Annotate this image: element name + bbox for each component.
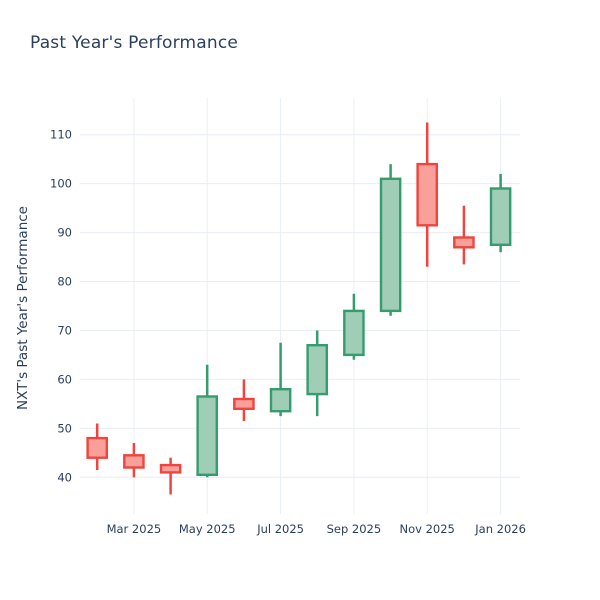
y-tick-label: 70	[57, 324, 72, 338]
candle-down	[159, 457, 182, 495]
candle-up	[196, 364, 219, 478]
y-tick-label: 110	[50, 128, 72, 142]
candle-body	[269, 388, 292, 413]
y-tick-label: 100	[50, 177, 72, 191]
candle-down	[123, 443, 145, 478]
candle-up	[489, 173, 512, 253]
x-tick-label: Sep 2025	[327, 522, 382, 536]
x-tick-label: May 2025	[179, 522, 236, 536]
chart-title: Past Year's Performance	[30, 33, 239, 53]
candle-up	[379, 164, 402, 316]
y-tick-label: 90	[57, 226, 72, 240]
candle-body	[196, 395, 219, 477]
y-tick-label: 80	[57, 275, 72, 289]
candle-body	[379, 177, 402, 313]
y-tick-label: 60	[57, 372, 72, 386]
candle-down	[86, 423, 108, 470]
candle-up	[343, 293, 365, 360]
candle-down	[416, 122, 439, 267]
candle-up	[269, 342, 292, 417]
x-tick-label: Nov 2025	[400, 522, 455, 536]
y-tick-label: 50	[57, 421, 72, 435]
candle-body	[489, 187, 512, 246]
x-tick-label: Jan 2026	[474, 522, 526, 536]
y-tick-label: 40	[57, 470, 72, 484]
candle-body	[123, 454, 145, 469]
candle-body	[233, 397, 255, 411]
candle-body	[86, 436, 108, 459]
candle-body	[159, 463, 182, 474]
candle-body	[343, 309, 365, 357]
candle-body	[453, 236, 475, 249]
candle-body	[306, 344, 329, 396]
candle-up	[306, 330, 329, 417]
candle-down	[233, 379, 255, 421]
candle-down	[453, 205, 475, 265]
x-tick-label: Jul 2025	[256, 522, 304, 536]
candle-body	[416, 162, 439, 227]
x-tick-label: Mar 2025	[107, 522, 162, 536]
